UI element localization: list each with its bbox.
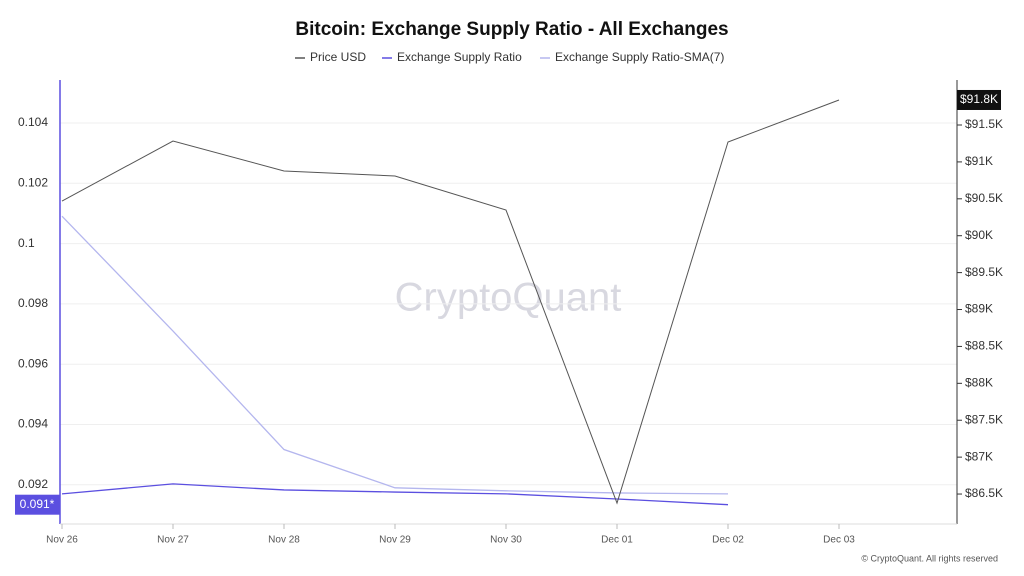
y2-tick-label: $89K	[965, 302, 993, 316]
footer: © CryptoQuant. All rights reserved	[861, 553, 998, 563]
series-line	[61, 215, 729, 495]
y-tick-label: 0.1	[18, 236, 35, 250]
series-line	[61, 99, 840, 505]
x-tick-label: Nov 26	[46, 535, 78, 546]
y2-tick-label: $91.5K	[965, 117, 1003, 131]
x-tick-label: Nov 27	[157, 535, 189, 546]
y-tick-label: 0.102	[18, 175, 48, 189]
y2-tick-label: $88K	[965, 375, 993, 389]
series-line	[61, 483, 729, 506]
x-tick-label: Nov 28	[268, 535, 300, 546]
legend-label: Price USD	[310, 50, 366, 64]
y-tick-label: 0.104	[18, 115, 48, 129]
y-tick-label: 0.096	[18, 356, 48, 370]
y2-tick-label: $88.5K	[965, 339, 1003, 353]
current-value-box	[957, 89, 1001, 110]
current-value-label: 0.091*	[20, 497, 55, 511]
current-value-box	[15, 494, 60, 515]
y2-tick-label: $90K	[965, 228, 993, 242]
y2-tick-label: $86.5K	[965, 486, 1003, 500]
y2-tick-label: $87.5K	[965, 412, 1003, 426]
x-tick-label: Dec 03	[823, 535, 855, 546]
legend-label: Exchange Supply Ratio-SMA(7)	[555, 50, 724, 64]
x-tick-label: Nov 30	[490, 535, 522, 546]
legend-label: Exchange Supply Ratio	[397, 50, 522, 64]
y-tick-label: 0.098	[18, 296, 48, 310]
chart-title: Bitcoin: Exchange Supply Ratio - All Exc…	[295, 19, 728, 40]
y2-tick-label: $91K	[965, 154, 993, 168]
x-tick-label: Dec 01	[601, 535, 633, 546]
y-tick-label: 0.092	[18, 477, 48, 491]
x-tick-label: Dec 02	[712, 535, 744, 546]
current-value-label: $91.8K	[960, 92, 998, 106]
y-tick-label: 0.094	[18, 417, 48, 431]
watermark: CryptoQuant	[395, 276, 622, 320]
y2-tick-label: $89.5K	[965, 265, 1003, 279]
y2-tick-label: $90.5K	[965, 191, 1003, 205]
y2-tick-label: $87K	[965, 449, 993, 463]
x-tick-label: Nov 29	[379, 535, 411, 546]
